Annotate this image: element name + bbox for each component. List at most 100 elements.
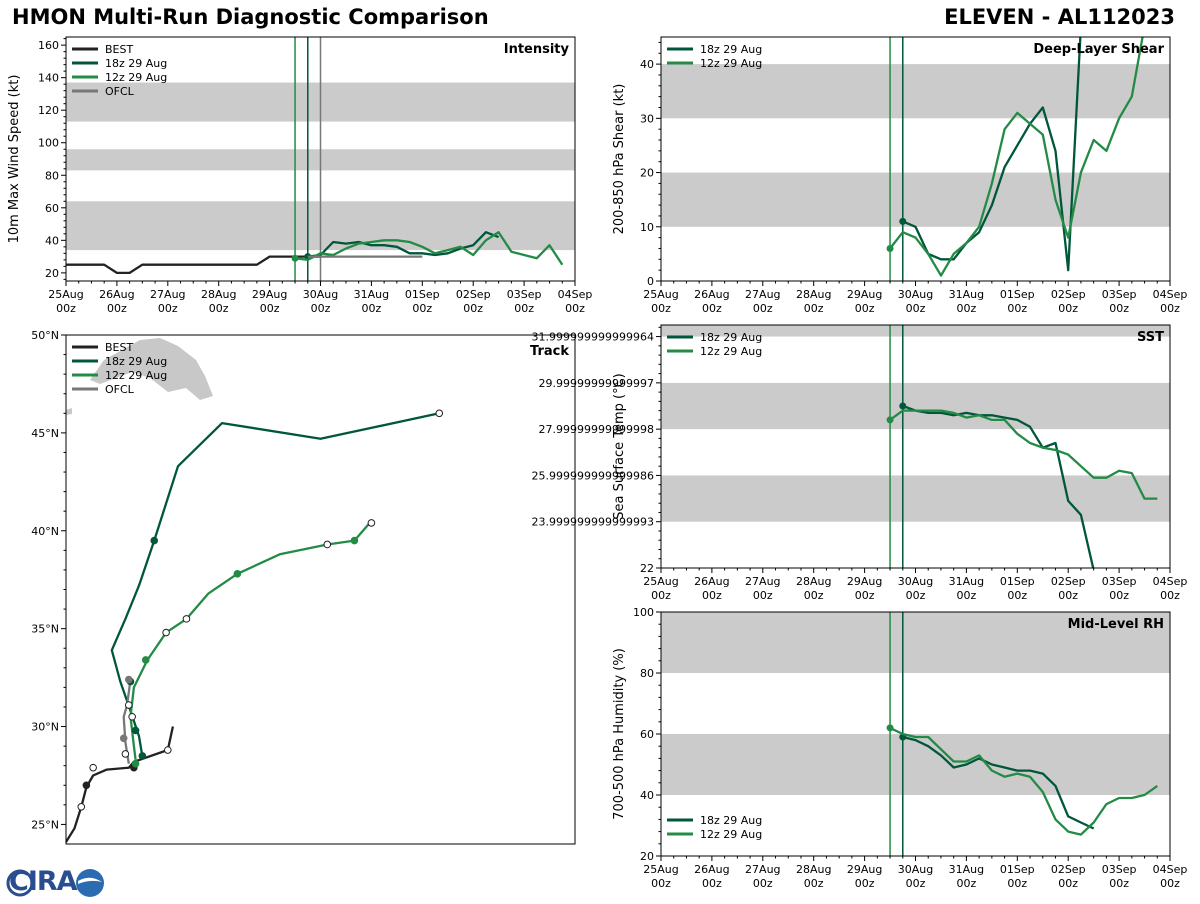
x-tick-hour: 00z: [1160, 302, 1180, 315]
y-tick-label: 120: [38, 104, 59, 117]
y-axis-label: 10m Max Wind Speed (kt): [7, 75, 22, 244]
x-tick-hour: 00z: [56, 302, 76, 315]
x-tick-date: 02Sep: [1051, 863, 1086, 876]
x-tick-date: 30Aug: [303, 288, 338, 301]
track-marker: [233, 570, 242, 578]
y-tick-label: 140: [38, 72, 59, 85]
x-tick-date: 28Aug: [796, 575, 831, 588]
x-tick-date: 01Sep: [1000, 575, 1035, 588]
x-tick-date: 31Aug: [949, 863, 984, 876]
track-marker: [131, 726, 140, 735]
panel-title: Deep-Layer Shear: [1033, 42, 1164, 57]
panel-title: Mid-Level RH: [1068, 617, 1164, 632]
x-tick-hour: 00z: [906, 877, 926, 890]
legend-label: 12z 29 Aug: [105, 71, 167, 84]
x-tick-date: 26Aug: [694, 288, 729, 301]
y-tick-label: 45°N: [31, 427, 59, 440]
x-tick-hour: 00z: [651, 877, 671, 890]
y-axis-label: 700-500 hPa Humidity (%): [612, 648, 627, 820]
x-tick-date: 26Aug: [694, 863, 729, 876]
x-tick-date: 03Sep: [1102, 863, 1137, 876]
panel-shear: 01020304025Aug00z26Aug00z27Aug00z28Aug00…: [612, 36, 1188, 315]
x-tick-date: 04Sep: [1153, 288, 1188, 301]
x-tick-hour: 00z: [260, 302, 280, 315]
axes-frame: [65, 334, 576, 845]
series-line-18z-29-aug: [307, 231, 500, 258]
legend-label: 18z 29 Aug: [105, 355, 167, 368]
legend-label: 12z 29 Aug: [105, 369, 167, 382]
y-tick-label: 25.999999999999986: [532, 469, 654, 482]
x-tick-hour: 00z: [1058, 589, 1078, 602]
series-line-18z-29-aug: [902, 37, 1082, 272]
y-tick-label: 40: [45, 234, 59, 247]
x-tick-hour: 00z: [412, 302, 432, 315]
y-tick-label: 20: [640, 850, 654, 863]
x-tick-hour: 00z: [651, 302, 671, 315]
track-marker: [350, 536, 359, 545]
logo-ring: [6, 869, 34, 897]
x-tick-hour: 00z: [906, 589, 926, 602]
x-tick-hour: 00z: [855, 302, 875, 315]
shaded-band: [661, 475, 1170, 522]
storm-title: ELEVEN - AL112023: [944, 5, 1175, 29]
track-marker: [121, 750, 130, 758]
x-tick-hour: 00z: [702, 589, 722, 602]
x-tick-hour: 00z: [1160, 877, 1180, 890]
legend-label: BEST: [105, 341, 133, 354]
legend-label: OFCL: [105, 383, 135, 396]
x-tick-hour: 00z: [753, 877, 773, 890]
x-tick-hour: 00z: [107, 302, 127, 315]
x-tick-date: 25Aug: [643, 575, 678, 588]
x-tick-date: 04Sep: [1153, 863, 1188, 876]
y-tick-label: 35°N: [31, 623, 59, 636]
x-tick-date: 25Aug: [643, 288, 678, 301]
x-tick-date: 29Aug: [252, 288, 287, 301]
series-start-marker: [886, 244, 894, 252]
y-tick-label: 25°N: [31, 818, 59, 831]
series-line-best: [66, 255, 321, 275]
y-tick-label: 0: [647, 275, 654, 288]
x-tick-hour: 00z: [906, 302, 926, 315]
panel-title: Intensity: [504, 42, 570, 57]
logo-text: CIRA: [9, 866, 78, 897]
y-tick-label: 20: [45, 267, 59, 280]
x-tick-hour: 00z: [463, 302, 483, 315]
x-tick-date: 29Aug: [847, 863, 882, 876]
y-tick-label: 27.99999999999998: [539, 423, 654, 436]
series-start-marker: [291, 254, 299, 262]
x-tick-hour: 00z: [651, 589, 671, 602]
series-line-18z-29-aug: [902, 735, 1095, 830]
track-marker: [77, 803, 86, 811]
x-tick-date: 03Sep: [1102, 288, 1137, 301]
x-tick-date: 01Sep: [1000, 288, 1035, 301]
track-marker: [182, 615, 191, 623]
x-tick-date: 02Sep: [1051, 288, 1086, 301]
track-marker: [435, 409, 444, 418]
track-marker: [138, 752, 147, 760]
panel-intensity: 2040608010012014016025Aug00z26Aug00z27Au…: [7, 36, 593, 315]
track-marker: [162, 628, 170, 637]
y-tick-label: 80: [45, 169, 59, 182]
x-tick-date: 30Aug: [898, 863, 933, 876]
y-tick-label: 160: [38, 39, 59, 52]
series-line-12z-29-aug: [889, 726, 1158, 836]
track-line-12z-29-aug: [129, 520, 373, 760]
x-tick-hour: 00z: [753, 302, 773, 315]
figure-title: HMON Multi-Run Diagnostic Comparison: [12, 5, 489, 29]
x-tick-date: 04Sep: [1153, 575, 1188, 588]
x-tick-hour: 00z: [1007, 589, 1027, 602]
track-line-18z-29-aug: [110, 412, 440, 757]
y-tick-label: 100: [38, 137, 59, 150]
series-line-18z-29-aug: [902, 404, 1095, 568]
x-tick-hour: 00z: [311, 302, 331, 315]
x-tick-date: 01Sep: [405, 288, 440, 301]
landmass: [66, 408, 72, 415]
x-tick-date: 04Sep: [558, 288, 593, 301]
landmass: [90, 338, 213, 400]
x-tick-hour: 00z: [957, 302, 977, 315]
y-tick-label: 60: [640, 728, 654, 741]
y-tick-label: 50°N: [31, 329, 59, 342]
x-tick-date: 28Aug: [796, 863, 831, 876]
